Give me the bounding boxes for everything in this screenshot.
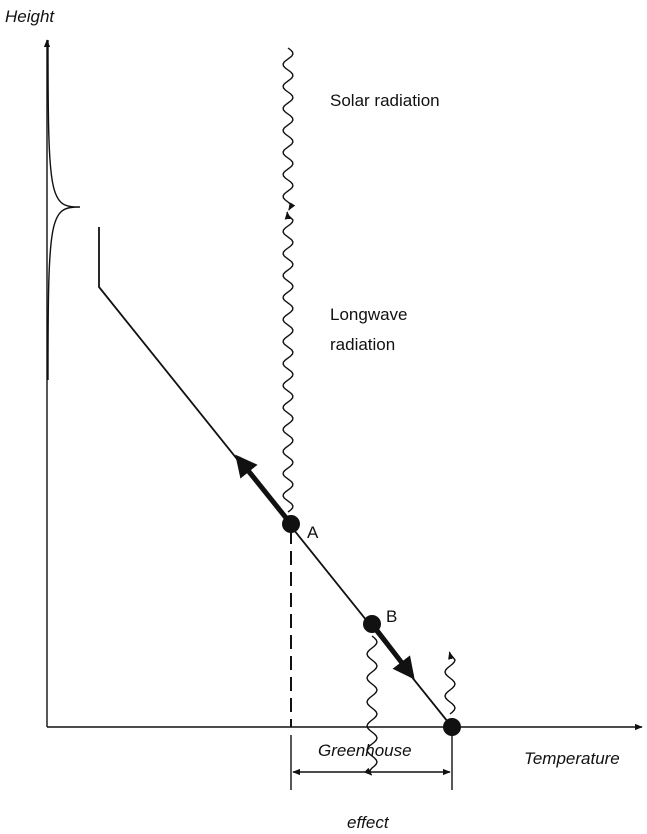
- thick-arrow: [235, 454, 293, 526]
- greenhouse-label: Greenhouse: [318, 741, 412, 760]
- longwave-wave: [282, 211, 294, 513]
- point-label: A: [307, 523, 319, 542]
- emission-wave-b: [364, 635, 378, 776]
- x-axis-label: Temperature: [524, 749, 620, 768]
- point-a: [282, 515, 300, 533]
- temperature-profile: [98, 227, 453, 728]
- solar-label: Solar radiation: [330, 91, 440, 110]
- emission-wave-surface: [444, 651, 456, 715]
- thick-arrow: [370, 622, 415, 680]
- longwave-label: radiation: [330, 335, 395, 354]
- longwave-label: Longwave: [330, 305, 408, 324]
- greenhouse-label: effect: [347, 813, 390, 832]
- brace: [47, 39, 81, 381]
- point-label: B: [386, 607, 397, 626]
- surface-point: [443, 718, 461, 736]
- y-axis-label: Height: [5, 7, 55, 26]
- solar-wave: [282, 47, 296, 211]
- point-b: [363, 615, 381, 633]
